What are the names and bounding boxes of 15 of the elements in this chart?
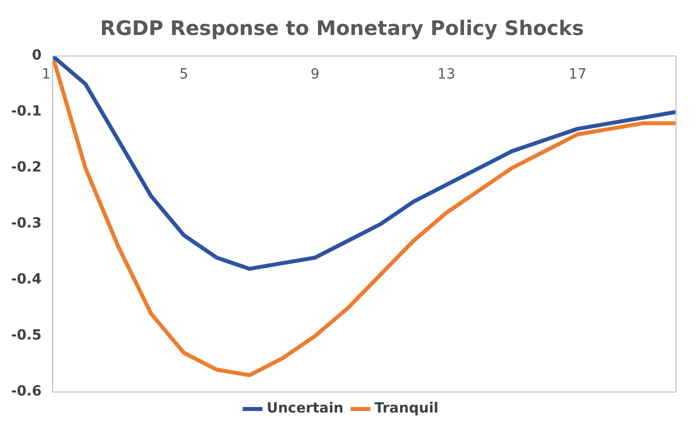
y-tick-label: -0.5 [10, 328, 42, 344]
legend-label: Uncertain [266, 400, 344, 417]
x-tick-label: 5 [179, 66, 188, 83]
y-tick-label: -0.3 [10, 216, 42, 232]
y-tick-label: -0.1 [10, 104, 42, 120]
x-tick-label: 9 [310, 66, 320, 83]
y-tick-label: 0 [32, 48, 42, 64]
x-tick-label: 17 [568, 66, 586, 83]
legend-label: Tranquil [374, 400, 438, 417]
chart-title: RGDP Response to Monetary Policy Shocks [100, 16, 584, 40]
y-tick-label: -0.4 [10, 272, 42, 288]
y-tick-label: -0.2 [10, 160, 42, 176]
y-tick-label: -0.6 [10, 384, 42, 400]
x-tick-label: 13 [437, 66, 456, 83]
x-tick-label: 1 [42, 66, 51, 83]
